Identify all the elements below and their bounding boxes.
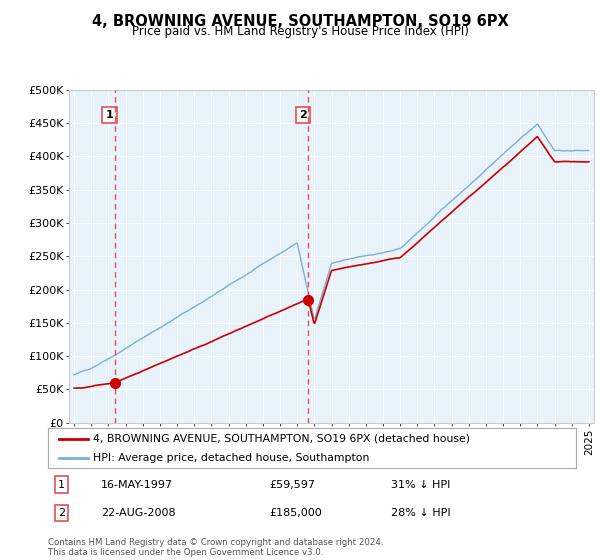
Text: 22-AUG-2008: 22-AUG-2008 bbox=[101, 508, 175, 518]
Text: 16-MAY-1997: 16-MAY-1997 bbox=[101, 479, 173, 489]
Text: 2: 2 bbox=[299, 110, 307, 120]
Text: £185,000: £185,000 bbox=[270, 508, 323, 518]
Text: 28% ↓ HPI: 28% ↓ HPI bbox=[391, 508, 451, 518]
Text: 1: 1 bbox=[58, 479, 65, 489]
Text: 4, BROWNING AVENUE, SOUTHAMPTON, SO19 6PX: 4, BROWNING AVENUE, SOUTHAMPTON, SO19 6P… bbox=[92, 14, 508, 29]
Text: Contains HM Land Registry data © Crown copyright and database right 2024.
This d: Contains HM Land Registry data © Crown c… bbox=[48, 538, 383, 557]
Text: 4, BROWNING AVENUE, SOUTHAMPTON, SO19 6PX (detached house): 4, BROWNING AVENUE, SOUTHAMPTON, SO19 6P… bbox=[93, 434, 470, 444]
Text: 31% ↓ HPI: 31% ↓ HPI bbox=[391, 479, 451, 489]
Text: 1: 1 bbox=[106, 110, 113, 120]
Text: £59,597: £59,597 bbox=[270, 479, 316, 489]
Text: 2: 2 bbox=[58, 508, 65, 518]
Text: Price paid vs. HM Land Registry's House Price Index (HPI): Price paid vs. HM Land Registry's House … bbox=[131, 25, 469, 38]
Text: HPI: Average price, detached house, Southampton: HPI: Average price, detached house, Sout… bbox=[93, 453, 369, 463]
